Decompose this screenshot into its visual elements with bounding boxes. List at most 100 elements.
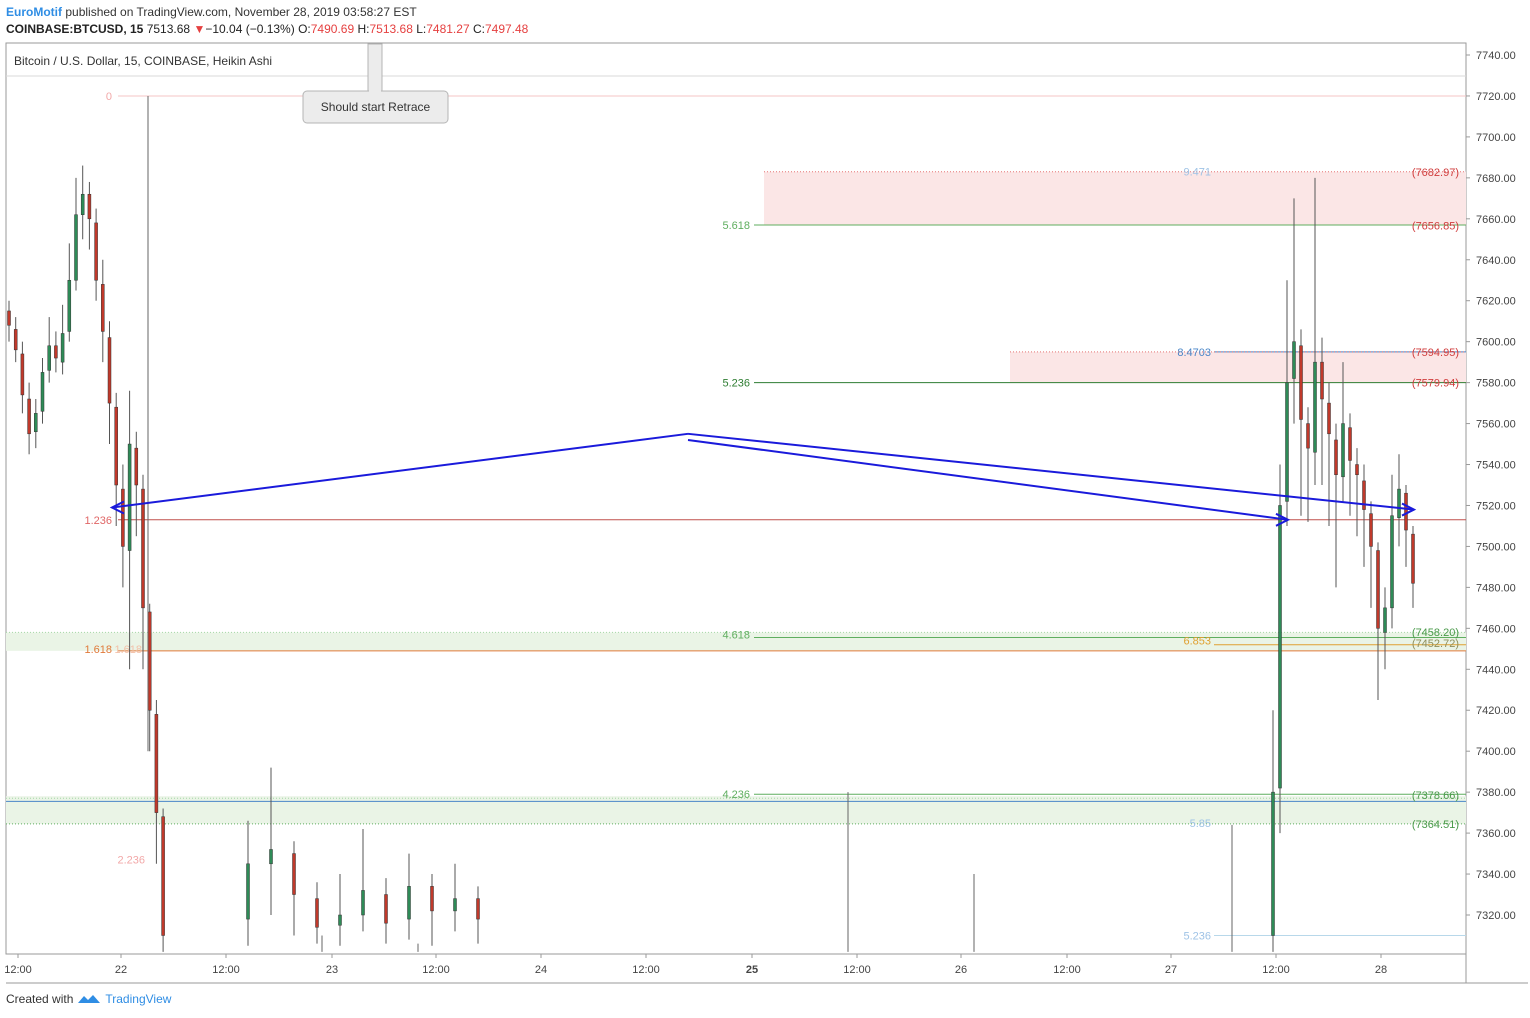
y-tick-label: 7520.00 xyxy=(1476,500,1516,512)
open-value: 7490.69 xyxy=(310,22,355,36)
price-level-label: (7452.72) xyxy=(1412,638,1459,650)
price-level-label: (7656.85) xyxy=(1412,220,1459,232)
candle-body xyxy=(1320,361,1324,400)
fib-label: 0 xyxy=(106,91,112,103)
candle-body xyxy=(1355,464,1359,476)
candle-body xyxy=(60,333,65,363)
candle-body xyxy=(1390,515,1394,609)
candle-body xyxy=(476,898,480,920)
arrowhead-icon xyxy=(1275,512,1291,527)
x-tick-label: 12:00 xyxy=(632,964,660,976)
y-tick-label: 7560.00 xyxy=(1476,419,1516,431)
open-label: O: xyxy=(298,22,311,36)
fib-label: 9.471 xyxy=(1183,167,1211,179)
callout-pointer xyxy=(367,43,383,93)
last-price: 7513.68 xyxy=(146,22,191,36)
x-tick-label: 27 xyxy=(1165,964,1177,976)
candle-body xyxy=(107,337,112,404)
low-label: L: xyxy=(416,22,427,36)
publish-info: published on TradingView.com, November 2… xyxy=(65,5,417,19)
high-label: H: xyxy=(357,22,370,36)
y-tick-label: 7320.00 xyxy=(1476,910,1516,922)
callout-joint xyxy=(369,88,381,94)
candle-body xyxy=(74,214,78,281)
fib-label: 5.236 xyxy=(1183,930,1211,942)
fib-label: 2.236 xyxy=(117,855,145,867)
candle-body xyxy=(134,447,139,486)
tradingview-logo-icon xyxy=(78,995,101,1003)
candle-body xyxy=(67,279,72,332)
y-tick-label: 7680.00 xyxy=(1476,173,1516,185)
low-value: 7481.27 xyxy=(426,22,470,36)
y-tick-label: 7660.00 xyxy=(1476,214,1516,226)
candle-body xyxy=(430,886,434,912)
candle-body xyxy=(338,914,342,926)
change-value: −10.04 (−0.13%) xyxy=(205,22,295,36)
arrowhead-icon xyxy=(109,500,125,515)
publish-line: EuroMotif published on TradingView.com, … xyxy=(6,5,417,19)
candle-body xyxy=(1369,513,1373,547)
y-tick-label: 7440.00 xyxy=(1476,664,1516,676)
fib-label: 5.85 xyxy=(1190,818,1211,830)
x-tick-label: 12:00 xyxy=(1053,964,1081,976)
candle-body xyxy=(1397,488,1401,519)
x-tick-label: 12:00 xyxy=(1262,964,1290,976)
candle-body xyxy=(54,345,58,359)
x-tick-label: 26 xyxy=(955,964,967,976)
candle-body xyxy=(147,611,152,711)
candle-body xyxy=(246,863,250,920)
fib-label: 1.618 xyxy=(84,644,112,656)
candle-body xyxy=(127,443,132,551)
high-value: 7513.68 xyxy=(369,22,413,36)
y-tick-label: 7580.00 xyxy=(1476,378,1516,390)
y-tick-label: 7340.00 xyxy=(1476,869,1516,881)
candle-body xyxy=(407,886,411,920)
trend-arrow-line xyxy=(687,432,1415,511)
fib-zone xyxy=(6,796,1466,824)
price-level-label: (7458.20) xyxy=(1412,627,1459,639)
candle-body xyxy=(1299,345,1303,420)
author-link[interactable]: EuroMotif xyxy=(6,5,62,19)
candle-body xyxy=(154,714,159,813)
x-tick-label: 24 xyxy=(535,964,547,976)
candle-body xyxy=(47,345,51,371)
candle-body xyxy=(1313,361,1317,453)
candle-body xyxy=(121,488,125,547)
fib-label: 1.618 xyxy=(114,644,142,656)
candle-body xyxy=(1348,427,1352,461)
fib-label: 1.236 xyxy=(84,515,112,527)
x-tick-label: 23 xyxy=(326,964,338,976)
tradingview-link[interactable]: TradingView xyxy=(105,992,172,1006)
y-tick-label: 7380.00 xyxy=(1476,787,1516,799)
price-level-label: (7594.95) xyxy=(1412,347,1459,359)
trend-arrow-line xyxy=(111,432,689,509)
fib-label: 6.853 xyxy=(1183,636,1211,648)
candle-body xyxy=(1292,341,1296,379)
y-tick-label: 7360.00 xyxy=(1476,828,1516,840)
candle-body xyxy=(34,413,38,433)
trend-arrow-line xyxy=(687,438,1289,521)
candle-body xyxy=(1341,423,1345,478)
candle-body xyxy=(361,890,365,916)
close-value: 7497.48 xyxy=(484,22,529,36)
fib-label: 4.618 xyxy=(722,629,750,641)
candle-body xyxy=(80,193,85,215)
y-tick-label: 7720.00 xyxy=(1476,91,1516,103)
x-tick-label: 25 xyxy=(746,964,758,976)
price-level-label: (7378.66) xyxy=(1412,790,1459,802)
arrowhead-icon xyxy=(1401,502,1417,517)
candle-body xyxy=(1327,402,1331,435)
y-tick-label: 7480.00 xyxy=(1476,582,1516,594)
ohlc-line: COINBASE:BTCUSD, 15 7513.68 ▼−10.04 (−0.… xyxy=(6,22,528,36)
y-tick-label: 7700.00 xyxy=(1476,132,1516,144)
callout-text: Should start Retrace xyxy=(321,100,431,114)
candle-body xyxy=(1362,480,1366,510)
x-tick-label: 12:00 xyxy=(212,964,240,976)
fib-label: 8.4703 xyxy=(1177,347,1211,359)
candle-body xyxy=(453,898,457,912)
chart-title: Bitcoin / U.S. Dollar, 15, COINBASE, Hei… xyxy=(14,54,272,68)
x-tick-label: 12:00 xyxy=(422,964,450,976)
candle-body xyxy=(114,406,118,486)
candle-body xyxy=(87,193,92,220)
